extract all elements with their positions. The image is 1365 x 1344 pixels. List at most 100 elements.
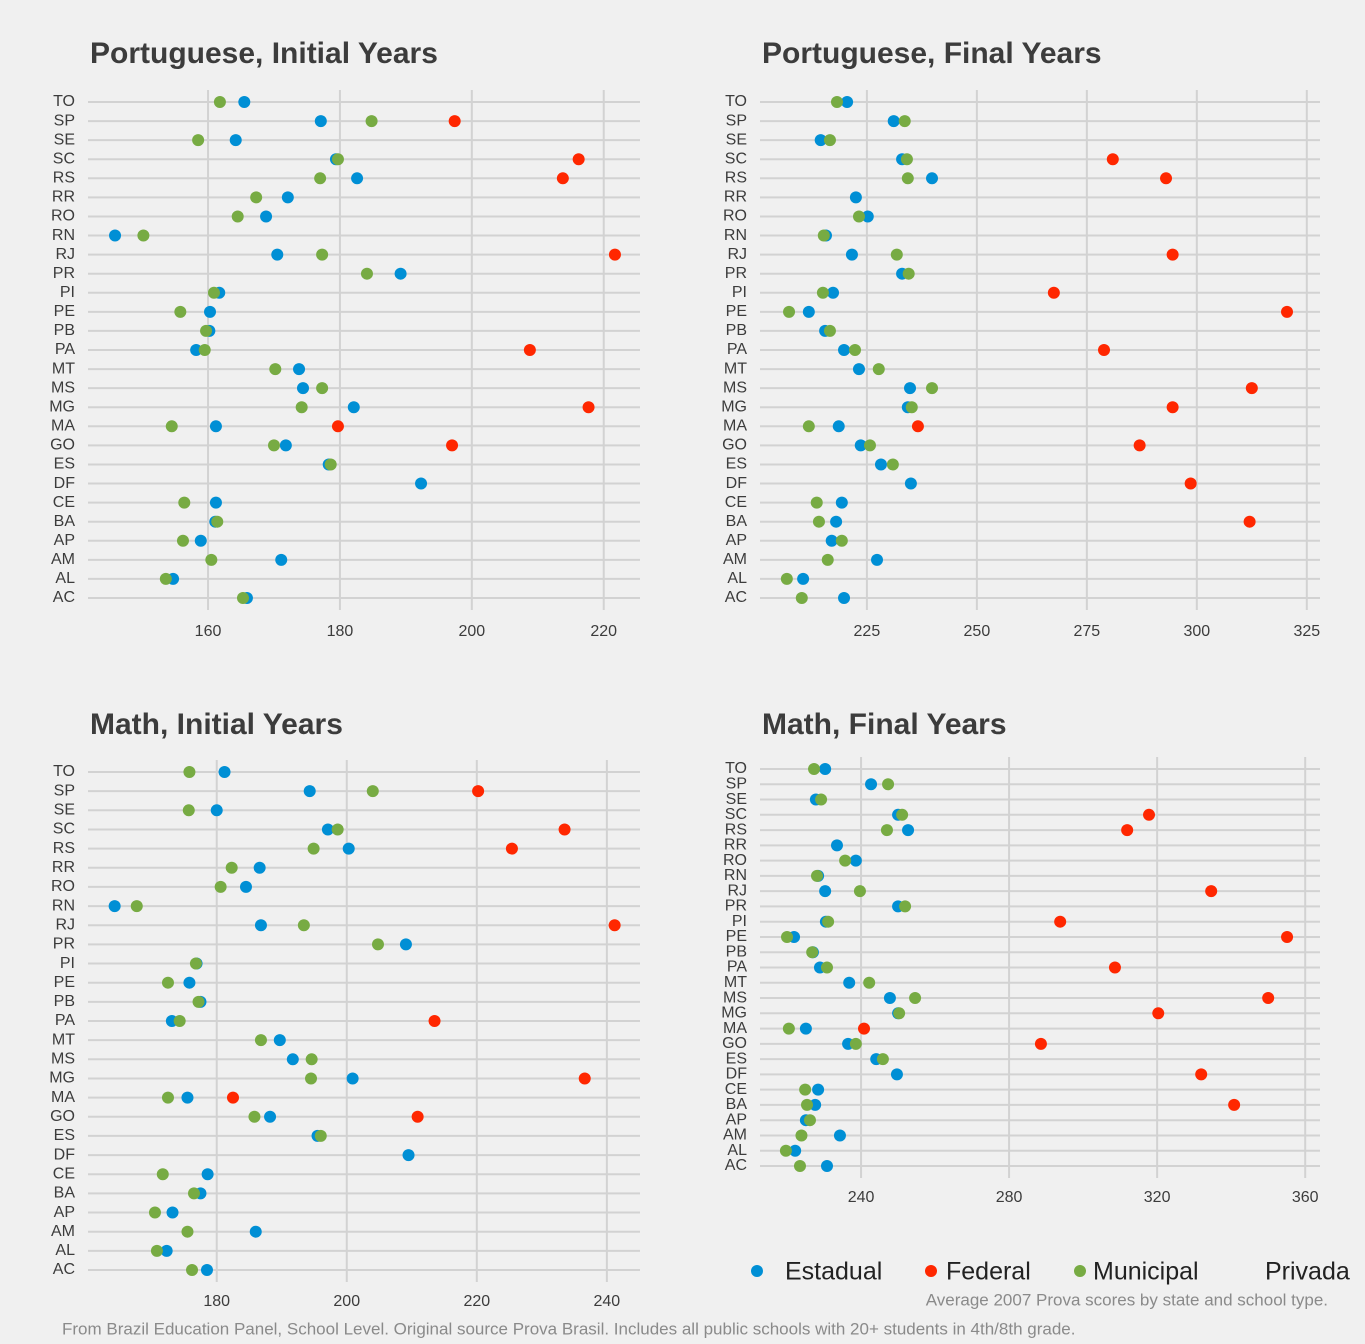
dot xyxy=(1160,172,1173,185)
category-label: RJ xyxy=(55,246,75,263)
dot xyxy=(854,439,867,452)
dot xyxy=(838,344,851,356)
dot xyxy=(108,900,121,913)
dot xyxy=(911,420,924,433)
dot xyxy=(214,880,227,893)
category-label: TO xyxy=(725,93,747,110)
category-label: AC xyxy=(725,1157,747,1174)
dot xyxy=(137,229,150,242)
dot xyxy=(556,172,569,185)
dot xyxy=(264,1110,277,1123)
dot xyxy=(148,1206,161,1219)
dot xyxy=(887,115,900,128)
dot xyxy=(269,363,282,376)
dot xyxy=(886,458,899,471)
dot xyxy=(799,1022,812,1035)
category-label: AL xyxy=(727,570,747,587)
dot xyxy=(192,134,205,147)
category-label: SE xyxy=(54,802,75,819)
dot xyxy=(572,153,585,166)
dot xyxy=(819,885,832,898)
dot xyxy=(316,248,329,261)
dot xyxy=(250,191,263,204)
x-tick-label: 360 xyxy=(1292,1189,1319,1206)
panel-title: Portuguese, Initial Years xyxy=(90,37,438,70)
x-tick-label: 200 xyxy=(458,623,485,640)
x-tick-label: 180 xyxy=(203,1293,230,1310)
dot xyxy=(207,286,220,299)
category-label: RO xyxy=(723,208,747,225)
category-label: RR xyxy=(724,837,747,854)
category-label: AC xyxy=(53,589,75,606)
category-label: PB xyxy=(54,322,75,339)
category-label: PI xyxy=(60,284,75,301)
dot xyxy=(863,439,876,452)
x-tick-label: 220 xyxy=(590,623,617,640)
dot xyxy=(239,880,252,893)
dot xyxy=(249,1225,262,1238)
dot xyxy=(1106,153,1119,166)
dot xyxy=(808,763,821,775)
dot xyxy=(1243,515,1256,528)
dot xyxy=(1034,1037,1047,1050)
dot xyxy=(204,305,217,318)
dot xyxy=(900,153,913,166)
category-label: PI xyxy=(732,913,747,930)
dot xyxy=(797,572,810,585)
x-tick-label: 240 xyxy=(593,1293,620,1310)
dot xyxy=(821,553,834,566)
dot xyxy=(267,439,280,452)
dot xyxy=(1245,382,1258,395)
category-label: CE xyxy=(725,1081,747,1098)
source-note: From Brazil Education Panel, School Leve… xyxy=(62,1319,1075,1338)
dot xyxy=(830,839,843,852)
dot xyxy=(472,785,485,798)
dot xyxy=(838,592,851,604)
dot xyxy=(802,420,815,433)
dot xyxy=(331,823,344,836)
dot xyxy=(812,1083,825,1096)
dot xyxy=(279,439,292,452)
dot xyxy=(810,869,823,882)
dot xyxy=(582,401,595,414)
category-label: PA xyxy=(55,1012,75,1029)
category-label: CE xyxy=(53,494,75,511)
dot xyxy=(346,1072,359,1085)
dot xyxy=(200,324,213,337)
category-label: SP xyxy=(54,782,75,799)
dot xyxy=(863,976,876,989)
dot xyxy=(183,766,196,778)
category-label: RN xyxy=(52,227,75,244)
dot xyxy=(415,477,428,490)
dot xyxy=(448,115,461,128)
dot xyxy=(305,1072,318,1085)
dot xyxy=(872,363,885,376)
category-label: PI xyxy=(60,955,75,972)
dot xyxy=(109,229,122,242)
dot xyxy=(260,210,273,223)
category-label: ES xyxy=(726,456,747,473)
dot xyxy=(849,344,862,356)
dot xyxy=(1281,305,1294,318)
dot xyxy=(209,496,222,509)
dot xyxy=(189,957,202,970)
dot xyxy=(849,854,862,867)
category-label: RJ xyxy=(55,916,75,933)
dot xyxy=(814,134,827,147)
dot xyxy=(882,778,895,791)
dot xyxy=(211,515,224,528)
legend-marker xyxy=(925,1265,937,1277)
dot xyxy=(839,854,852,867)
category-label: RS xyxy=(725,821,747,838)
dot xyxy=(213,96,226,108)
dot xyxy=(186,1264,199,1276)
dot xyxy=(428,1015,441,1027)
dot xyxy=(608,248,621,261)
category-label: SC xyxy=(725,806,747,823)
dot xyxy=(1121,824,1134,837)
dot xyxy=(893,1007,906,1020)
dot xyxy=(229,134,242,147)
dot xyxy=(810,496,823,509)
category-label: MS xyxy=(723,379,747,396)
category-label: SE xyxy=(726,791,747,808)
